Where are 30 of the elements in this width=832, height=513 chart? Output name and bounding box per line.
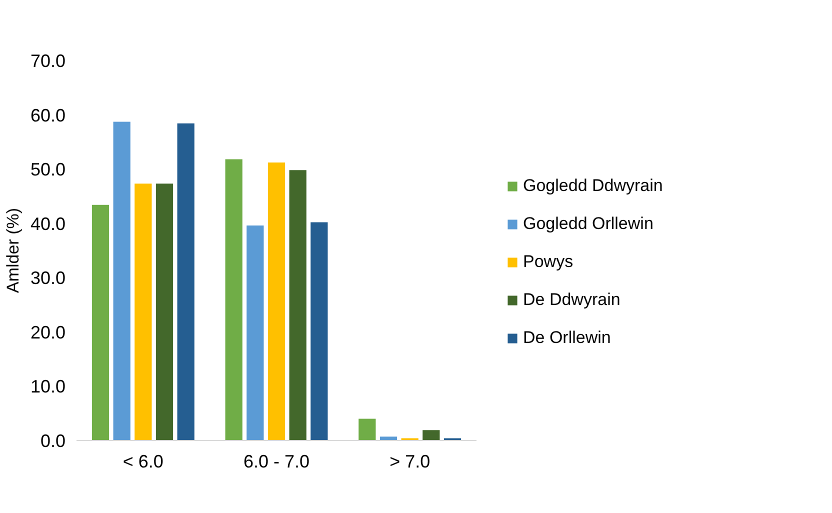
x-tick-label: < 6.0 [122, 452, 164, 472]
bar [266, 162, 286, 440]
y-tick-label: 30.0 [30, 268, 66, 288]
y-tick-label: 50.0 [30, 160, 66, 180]
y-tick-label: 60.0 [30, 105, 66, 126]
bar [310, 221, 329, 440]
y-tick-label: 70.0 [30, 51, 66, 71]
x-tick-label: > 7.0 [390, 452, 430, 472]
x-tick-label: 6.0 - 7.0 [243, 452, 310, 472]
y-tick-label: 0.0 [40, 431, 66, 451]
legend-label: De Ddwyrain [523, 290, 620, 310]
legend-label: Powys [523, 252, 574, 272]
y-tick-label: 40.0 [30, 214, 66, 234]
bar [378, 436, 398, 440]
bar [246, 224, 265, 440]
y-tick-label: 20.0 [30, 322, 66, 342]
bar [112, 120, 132, 440]
legend-label: De Orllewin [523, 328, 611, 348]
bar [176, 122, 196, 440]
y-axis-title: Amlder (%) [3, 208, 22, 294]
bar [224, 158, 244, 440]
bar [154, 182, 174, 440]
y-tick-label: 10.0 [30, 376, 66, 397]
bar [358, 418, 377, 440]
bar [288, 169, 308, 440]
bar [134, 182, 153, 440]
legend-label: Gogledd Ddwyrain [523, 176, 663, 196]
legend-label: Gogledd Orllewin [523, 214, 654, 234]
bar [90, 204, 110, 440]
bar [422, 429, 441, 440]
